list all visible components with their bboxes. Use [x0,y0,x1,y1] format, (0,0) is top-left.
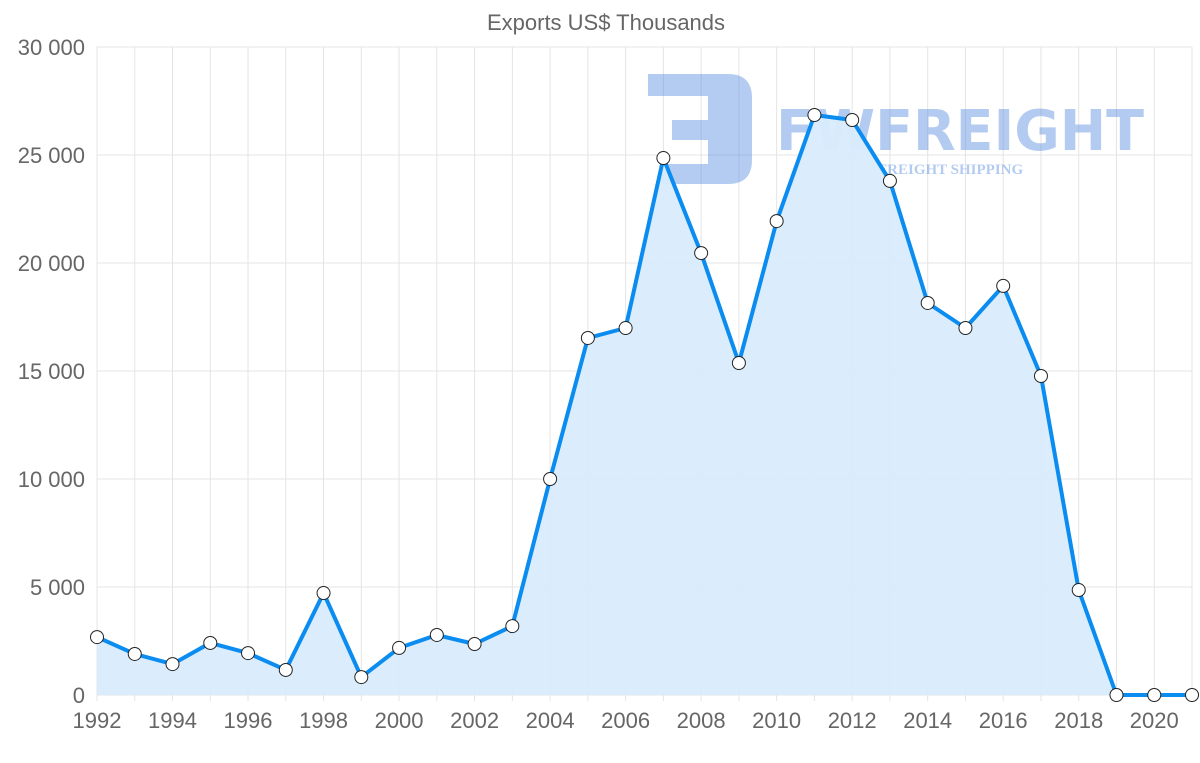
data-point-2012[interactable] [845,113,860,128]
y-tick-label: 15 000 [18,359,85,384]
data-point-2008[interactable] [694,246,709,261]
data-point-1993[interactable] [127,646,142,661]
data-point-2006[interactable] [618,321,633,336]
data-point-2018[interactable] [1071,583,1086,598]
x-axis-ticks: 1992 1994 1996 1998 2000 2002 2004 2006 2008 2010… [73,708,1179,733]
y-tick-label: 20 000 [18,251,85,276]
data-point-2015[interactable] [958,321,973,336]
x-tick-label: 1996 [224,708,273,733]
data-point-2020[interactable] [1147,688,1162,702]
data-point-2000[interactable] [392,640,407,655]
y-tick-label: 30 000 [18,35,85,60]
data-point-2011[interactable] [807,108,822,123]
x-tick-label: 1992 [73,708,122,733]
y-tick-label: 25 000 [18,143,85,168]
data-point-1998[interactable] [316,586,331,601]
data-point-2014[interactable] [920,295,935,310]
watermark-logo: FWFREIGHT FREIGHT SHIPPING [648,74,1144,184]
x-tick-label: 2014 [903,708,952,733]
x-tick-label: 2012 [828,708,877,733]
data-point-2017[interactable] [1033,368,1048,383]
x-tick-label: 2010 [752,708,801,733]
y-tick-label: 0 [73,683,85,708]
data-point-2019[interactable] [1109,688,1124,702]
data-point-2005[interactable] [580,330,595,345]
data-point-1992[interactable] [90,630,104,645]
data-point-2003[interactable] [505,619,520,634]
data-point-2021[interactable] [1185,688,1199,702]
data-point-2010[interactable] [769,214,784,229]
y-tick-label: 5 000 [30,575,85,600]
series-area [97,115,1192,695]
y-axis-ticks: 0 5 000 10 000 15 000 20 000 25 000 30 000 [18,35,85,708]
data-point-2001[interactable] [429,627,444,642]
x-tick-label: 2020 [1130,708,1179,733]
y-tick-label: 10 000 [18,467,85,492]
x-tick-label: 2004 [526,708,575,733]
x-tick-label: 1994 [148,708,197,733]
data-point-1996[interactable] [241,646,256,661]
data-point-2013[interactable] [882,173,897,188]
svg-text:FREIGHT SHIPPING: FREIGHT SHIPPING [878,162,1023,178]
data-point-2009[interactable] [731,356,746,371]
data-point-2002[interactable] [467,637,482,652]
data-point-1994[interactable] [165,657,180,672]
x-tick-label: 2018 [1054,708,1103,733]
chart-title: Exports US$ Thousands [487,10,725,35]
logo-mark-icon [648,74,752,184]
data-point-2007[interactable] [656,151,671,166]
data-point-1997[interactable] [278,662,293,677]
data-point-1999[interactable] [354,670,369,685]
x-tick-label: 2016 [979,708,1028,733]
x-tick-label: 2006 [601,708,650,733]
x-tick-label: 2008 [677,708,726,733]
x-tick-label: 2000 [375,708,424,733]
data-points [90,108,1199,702]
x-tick-label: 1998 [299,708,348,733]
data-point-2004[interactable] [543,472,558,486]
x-tick-label: 2002 [450,708,499,733]
data-point-2016[interactable] [996,278,1011,293]
data-point-1995[interactable] [203,635,218,650]
